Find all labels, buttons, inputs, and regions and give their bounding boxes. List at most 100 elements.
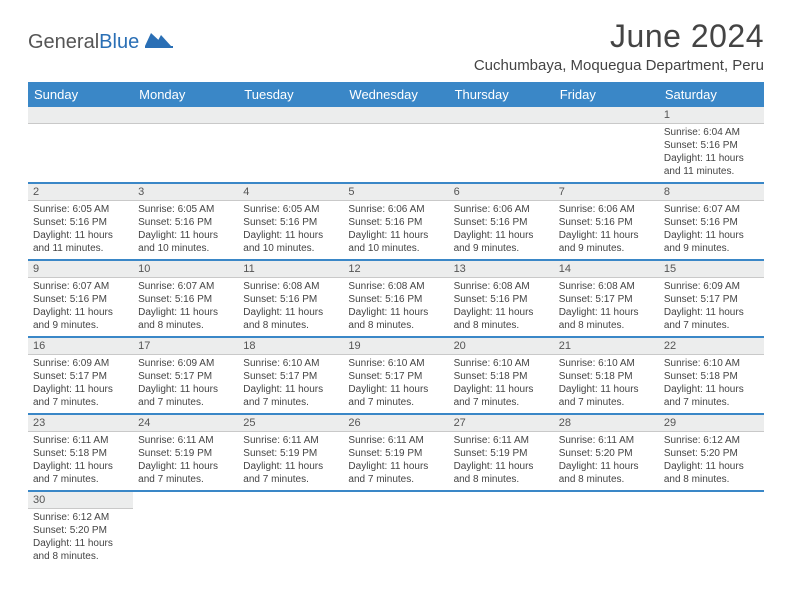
day-number: 30: [28, 492, 133, 509]
daylight-text-2: and 7 minutes.: [348, 396, 443, 409]
flag-icon: [145, 30, 173, 55]
empty-day-strip: [28, 107, 133, 124]
daylight-text-2: and 8 minutes.: [664, 473, 759, 486]
sunrise-text: Sunrise: 6:12 AM: [33, 511, 128, 524]
daylight-text-1: Daylight: 11 hours: [33, 460, 128, 473]
day-number: 15: [659, 261, 764, 278]
day-number: 27: [449, 415, 554, 432]
sunset-text: Sunset: 5:16 PM: [559, 216, 654, 229]
calendar-week-row: 23Sunrise: 6:11 AMSunset: 5:18 PMDayligh…: [28, 414, 764, 491]
sunrise-text: Sunrise: 6:08 AM: [348, 280, 443, 293]
daylight-text-2: and 11 minutes.: [664, 165, 759, 178]
daylight-text-1: Daylight: 11 hours: [243, 383, 338, 396]
daylight-text-2: and 8 minutes.: [454, 319, 549, 332]
daylight-text-2: and 8 minutes.: [243, 319, 338, 332]
calendar-empty-cell: [133, 491, 238, 567]
day-details: Sunrise: 6:12 AMSunset: 5:20 PMDaylight:…: [659, 432, 764, 490]
day-number: 20: [449, 338, 554, 355]
sunrise-text: Sunrise: 6:11 AM: [454, 434, 549, 447]
calendar-week-row: 9Sunrise: 6:07 AMSunset: 5:16 PMDaylight…: [28, 260, 764, 337]
day-details: Sunrise: 6:12 AMSunset: 5:20 PMDaylight:…: [28, 509, 133, 567]
daylight-text-1: Daylight: 11 hours: [664, 383, 759, 396]
day-number: 14: [554, 261, 659, 278]
calendar-empty-cell: [343, 491, 448, 567]
day-details: Sunrise: 6:08 AMSunset: 5:16 PMDaylight:…: [449, 278, 554, 336]
empty-day-body: [343, 124, 448, 174]
sunset-text: Sunset: 5:16 PM: [243, 216, 338, 229]
sunrise-text: Sunrise: 6:10 AM: [243, 357, 338, 370]
title-block: June 2024 Cuchumbaya, Moquegua Departmen…: [474, 18, 764, 74]
daylight-text-1: Daylight: 11 hours: [454, 460, 549, 473]
daylight-text-2: and 8 minutes.: [138, 319, 233, 332]
sunrise-text: Sunrise: 6:07 AM: [33, 280, 128, 293]
calendar-day-cell: 16Sunrise: 6:09 AMSunset: 5:17 PMDayligh…: [28, 337, 133, 414]
calendar-week-row: 30Sunrise: 6:12 AMSunset: 5:20 PMDayligh…: [28, 491, 764, 567]
sunset-text: Sunset: 5:18 PM: [33, 447, 128, 460]
daylight-text-2: and 7 minutes.: [664, 319, 759, 332]
day-details: Sunrise: 6:09 AMSunset: 5:17 PMDaylight:…: [28, 355, 133, 413]
calendar-day-cell: 20Sunrise: 6:10 AMSunset: 5:18 PMDayligh…: [449, 337, 554, 414]
sunset-text: Sunset: 5:16 PM: [138, 216, 233, 229]
sunset-text: Sunset: 5:16 PM: [664, 216, 759, 229]
sunrise-text: Sunrise: 6:04 AM: [664, 126, 759, 139]
sunrise-text: Sunrise: 6:05 AM: [243, 203, 338, 216]
calendar-empty-cell: [238, 491, 343, 567]
sunset-text: Sunset: 5:20 PM: [664, 447, 759, 460]
sunrise-text: Sunrise: 6:11 AM: [138, 434, 233, 447]
day-number: 10: [133, 261, 238, 278]
weekday-header: Saturday: [659, 82, 764, 107]
day-number: 28: [554, 415, 659, 432]
sunset-text: Sunset: 5:16 PM: [243, 293, 338, 306]
day-number: 1: [659, 107, 764, 124]
daylight-text-2: and 7 minutes.: [243, 396, 338, 409]
daylight-text-2: and 10 minutes.: [348, 242, 443, 255]
sunset-text: Sunset: 5:20 PM: [33, 524, 128, 537]
day-details: Sunrise: 6:09 AMSunset: 5:17 PMDaylight:…: [133, 355, 238, 413]
weekday-header: Wednesday: [343, 82, 448, 107]
calendar-day-cell: 23Sunrise: 6:11 AMSunset: 5:18 PMDayligh…: [28, 414, 133, 491]
calendar-table: SundayMondayTuesdayWednesdayThursdayFrid…: [28, 82, 764, 567]
daylight-text-1: Daylight: 11 hours: [33, 306, 128, 319]
daylight-text-1: Daylight: 11 hours: [348, 229, 443, 242]
day-details: Sunrise: 6:08 AMSunset: 5:16 PMDaylight:…: [238, 278, 343, 336]
sunset-text: Sunset: 5:17 PM: [138, 370, 233, 383]
calendar-day-cell: 9Sunrise: 6:07 AMSunset: 5:16 PMDaylight…: [28, 260, 133, 337]
day-number: 23: [28, 415, 133, 432]
day-number: 5: [343, 184, 448, 201]
calendar-week-row: 1Sunrise: 6:04 AMSunset: 5:16 PMDaylight…: [28, 107, 764, 183]
day-details: Sunrise: 6:11 AMSunset: 5:19 PMDaylight:…: [133, 432, 238, 490]
daylight-text-2: and 7 minutes.: [454, 396, 549, 409]
calendar-day-cell: 13Sunrise: 6:08 AMSunset: 5:16 PMDayligh…: [449, 260, 554, 337]
daylight-text-1: Daylight: 11 hours: [33, 229, 128, 242]
daylight-text-2: and 7 minutes.: [664, 396, 759, 409]
sunset-text: Sunset: 5:19 PM: [454, 447, 549, 460]
daylight-text-1: Daylight: 11 hours: [243, 229, 338, 242]
day-details: Sunrise: 6:05 AMSunset: 5:16 PMDaylight:…: [133, 201, 238, 259]
sunrise-text: Sunrise: 6:08 AM: [559, 280, 654, 293]
sunrise-text: Sunrise: 6:09 AM: [138, 357, 233, 370]
sunrise-text: Sunrise: 6:05 AM: [138, 203, 233, 216]
day-details: Sunrise: 6:09 AMSunset: 5:17 PMDaylight:…: [659, 278, 764, 336]
daylight-text-1: Daylight: 11 hours: [348, 306, 443, 319]
daylight-text-2: and 7 minutes.: [348, 473, 443, 486]
calendar-empty-cell: [449, 107, 554, 183]
day-details: Sunrise: 6:10 AMSunset: 5:18 PMDaylight:…: [554, 355, 659, 413]
day-details: Sunrise: 6:11 AMSunset: 5:20 PMDaylight:…: [554, 432, 659, 490]
calendar-day-cell: 17Sunrise: 6:09 AMSunset: 5:17 PMDayligh…: [133, 337, 238, 414]
sunset-text: Sunset: 5:17 PM: [348, 370, 443, 383]
calendar-header-row: SundayMondayTuesdayWednesdayThursdayFrid…: [28, 82, 764, 107]
day-number: 22: [659, 338, 764, 355]
logo-part2: Blue: [99, 31, 139, 53]
day-number: 4: [238, 184, 343, 201]
daylight-text-1: Daylight: 11 hours: [664, 306, 759, 319]
day-details: Sunrise: 6:05 AMSunset: 5:16 PMDaylight:…: [28, 201, 133, 259]
daylight-text-2: and 9 minutes.: [33, 319, 128, 332]
location-text: Cuchumbaya, Moquegua Department, Peru: [474, 57, 764, 74]
day-number: 6: [449, 184, 554, 201]
day-details: Sunrise: 6:11 AMSunset: 5:18 PMDaylight:…: [28, 432, 133, 490]
day-details: Sunrise: 6:05 AMSunset: 5:16 PMDaylight:…: [238, 201, 343, 259]
sunrise-text: Sunrise: 6:07 AM: [664, 203, 759, 216]
daylight-text-2: and 7 minutes.: [243, 473, 338, 486]
day-details: Sunrise: 6:08 AMSunset: 5:17 PMDaylight:…: [554, 278, 659, 336]
day-number: 16: [28, 338, 133, 355]
